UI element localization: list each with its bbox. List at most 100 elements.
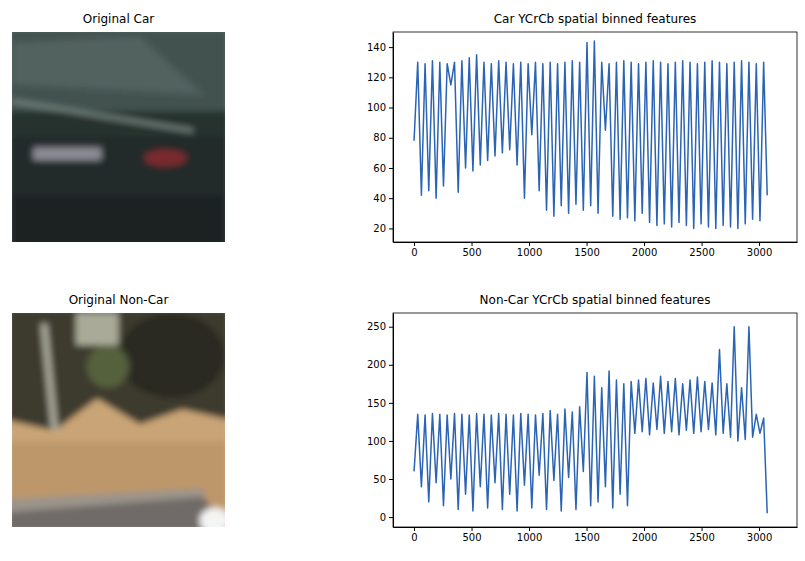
tail-light <box>144 150 187 167</box>
x-axis: 0 500 1000 1500 2000 2500 3000 <box>394 527 798 543</box>
x-tick-label: 3000 <box>747 247 772 258</box>
feature-line <box>414 327 767 514</box>
y-tick-label: 60 <box>373 163 386 174</box>
x-tick-label: 500 <box>462 532 481 543</box>
feature-line <box>414 41 767 228</box>
y-tick-label: 40 <box>373 193 386 204</box>
x-tick-mark <box>414 242 415 246</box>
y-tick-label: 0 <box>380 512 386 523</box>
x-tick-mark <box>644 242 645 246</box>
road <box>12 497 225 527</box>
y-tick: 140 <box>367 42 393 53</box>
y-tick-mark <box>389 403 393 404</box>
bumper-shadow <box>12 196 225 242</box>
x-tick: 500 <box>462 242 481 258</box>
sky-gap <box>76 313 119 345</box>
ground <box>12 313 225 527</box>
plot-frame <box>393 32 797 242</box>
trunk <box>44 324 55 431</box>
x-tick-mark <box>702 242 703 246</box>
x-tick-mark <box>472 527 473 531</box>
y-tick-mark <box>389 441 393 442</box>
photo <box>12 32 225 242</box>
x-tick-mark <box>702 527 703 531</box>
y-tick-mark <box>389 198 393 199</box>
x-tick-mark <box>644 527 645 531</box>
y-tick: 50 <box>373 474 393 485</box>
chart-title: Non-Car YCrCb spatial binned features <box>480 293 711 307</box>
y-tick: 20 <box>373 223 393 234</box>
x-tick: 2000 <box>632 242 657 258</box>
y-tick-mark <box>389 479 393 480</box>
y-tick-mark <box>389 168 393 169</box>
plot-area <box>414 327 767 514</box>
chart-title: Car YCrCb spatial binned features <box>494 12 697 26</box>
x-tick-label: 0 <box>411 247 417 258</box>
x-tick: 3000 <box>747 527 772 543</box>
y-tick-mark <box>389 365 393 366</box>
y-tick-label: 140 <box>367 42 386 53</box>
x-tick-label: 1500 <box>574 532 599 543</box>
y-tick-mark <box>389 228 393 229</box>
x-tick-label: 500 <box>462 247 481 258</box>
y-tick-mark <box>389 327 393 328</box>
trees <box>12 313 225 431</box>
y-tick: 60 <box>373 163 393 174</box>
x-tick-mark <box>414 527 415 531</box>
x-tick-label: 3000 <box>747 532 772 543</box>
x-tick: 1500 <box>574 527 599 543</box>
y-tick-mark <box>389 138 393 139</box>
y-tick: 100 <box>367 102 393 113</box>
y-tick-mark <box>389 47 393 48</box>
panel-title: Original Non-Car <box>69 293 169 307</box>
x-tick: 1000 <box>517 527 542 543</box>
panel-title: Original Car <box>83 12 155 26</box>
y-tick: 120 <box>367 72 393 83</box>
x-tick-label: 2500 <box>689 247 714 258</box>
x-tick-mark <box>587 527 588 531</box>
photo-content <box>12 313 225 527</box>
x-tick: 1000 <box>517 242 542 258</box>
y-tick-label: 250 <box>367 321 386 332</box>
x-tick: 0 <box>411 527 417 543</box>
photo-content <box>12 32 225 242</box>
y-tick-mark <box>389 517 393 518</box>
y-tick: 100 <box>367 436 393 447</box>
x-tick-label: 1500 <box>574 247 599 258</box>
y-tick-label: 50 <box>373 474 386 485</box>
x-tick-label: 2500 <box>689 532 714 543</box>
x-tick-label: 0 <box>411 532 417 543</box>
trunk-edge <box>12 101 193 130</box>
x-tick: 2500 <box>689 527 714 543</box>
y-tick-label: 120 <box>367 72 386 83</box>
y-tick-label: 20 <box>373 223 386 234</box>
x-tick-label: 1000 <box>517 532 542 543</box>
y-tick: 0 <box>380 512 393 523</box>
y-tick-label: 100 <box>367 436 386 447</box>
y-tick-label: 150 <box>367 398 386 409</box>
y-tick-label: 80 <box>373 132 386 143</box>
x-tick-mark <box>759 242 760 246</box>
y-tick: 40 <box>373 193 393 204</box>
y-tick-mark <box>389 77 393 78</box>
x-tick-mark <box>529 242 530 246</box>
y-tick: 250 <box>367 321 393 332</box>
photo <box>12 313 225 527</box>
y-tick-label: 200 <box>367 359 386 370</box>
y-axis: 20 40 60 80 100 120 140 <box>367 33 394 243</box>
x-tick: 500 <box>462 527 481 543</box>
y-tick: 200 <box>367 359 393 370</box>
y-tick: 80 <box>373 132 393 143</box>
x-tick-label: 1000 <box>517 247 542 258</box>
foliage <box>87 345 130 388</box>
plate <box>33 148 101 161</box>
y-axis: 0 50 100 150 200 250 <box>367 314 394 528</box>
x-tick: 2000 <box>632 527 657 543</box>
x-tick-mark <box>472 242 473 246</box>
x-tick: 3000 <box>747 242 772 258</box>
y-tick-mark <box>389 108 393 109</box>
x-tick-label: 2000 <box>632 247 657 258</box>
x-axis: 0 500 1000 1500 2000 2500 3000 <box>394 242 798 258</box>
y-tick: 150 <box>367 398 393 409</box>
white-object <box>199 508 225 527</box>
